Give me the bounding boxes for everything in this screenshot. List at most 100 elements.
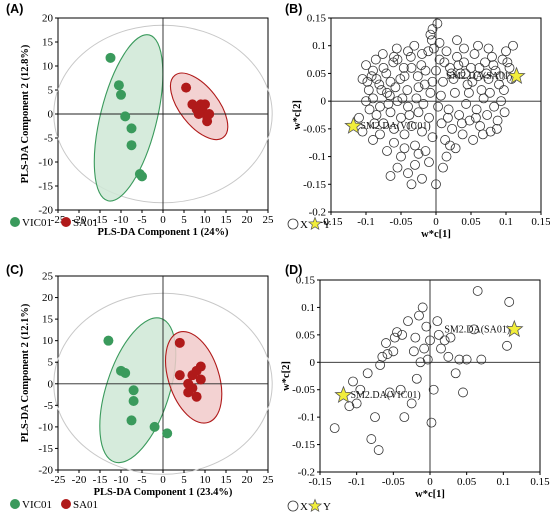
x-tick-label: -0.05 [390,216,413,228]
loading-point-x [418,99,429,109]
loading-point-x [406,179,417,190]
loading-point-x [431,65,441,76]
loading-point-x [361,60,371,71]
loading-point-x [482,110,493,120]
loading-point-x [473,40,483,51]
loading-point-x [462,79,473,90]
loading-point-x [443,351,454,362]
loading-point-x [411,373,422,384]
legend-label-sa01: SA01 [73,499,98,511]
y-tick-label: 25 [42,271,54,283]
legend-marker-y [307,216,323,231]
loading-point-x [417,302,428,313]
x-tick-label: 0.05 [457,476,477,488]
y-tick-label: 10 [42,335,54,347]
x-tick-label: -20 [72,214,87,226]
loading-point-x [461,354,472,365]
y-tick-label: -10 [38,421,53,433]
loading-point-x [369,118,380,129]
loading-point-x [410,332,421,343]
loading-point-x [501,46,511,57]
panel-d-loading-plot: (D) -0.15 -0.1 -0.05 0 0.05 0.1 0.15 0.15 0.1 0.05… [281,263,550,513]
x-tick-label: 0 [160,214,166,226]
loading-point-x [491,123,502,134]
loading-point-x [469,324,479,335]
loading-point-x [466,62,476,73]
loading-point-x [460,68,471,79]
y-tick-label: 20 [42,13,54,25]
x-tick-label: 5 [181,214,187,226]
loading-point-x [426,417,437,428]
loading-point-x [375,129,385,140]
legend-marker-x [287,218,299,230]
annotation-sm2-da-sa01-: SM2.DA(SA01) [447,71,513,82]
loading-point-x [329,423,340,434]
y-tick-label: 0.1 [301,302,315,314]
loading-point-x [357,74,368,84]
y-axis-label: PLS-DA Component 2 (12.8%) [20,44,31,183]
x-tick-label: 0.15 [530,476,550,488]
loading-point-x [420,65,431,76]
x-axis-label: PLS-DA Component 1 (23.4%) [94,487,233,498]
loading-point-x [441,46,452,57]
loading-point-x [452,35,462,46]
loading-point-x [445,140,455,151]
loading-point-x [498,85,509,95]
loading-point-x [508,40,518,51]
loading-point-x [377,49,388,59]
y-tick-label: 0 [310,357,316,369]
loading-point-x [435,90,446,101]
legend-marker-sa01 [61,499,71,509]
y-tick-label: -10 [38,157,53,169]
loading-point-x [494,79,504,90]
loading-point-x [413,107,424,118]
loading-point-x [412,71,423,82]
loading-point-x [402,85,413,95]
loading-point-x [470,112,481,123]
data-point-sa01 [191,391,202,402]
loading-point-x [472,286,483,296]
annotation-sm2-da-sa01-: SM2.DA(SA01) [444,324,510,335]
loading-point-x [395,384,406,395]
loading-point-x [504,297,515,307]
loading-point-x [440,135,451,145]
loading-point-x [382,87,392,98]
loading-point-x [432,316,443,327]
x-tick-label: 25 [263,474,275,486]
loading-point-x [487,51,497,62]
loading-point-x [348,376,358,387]
loading-point-x [447,123,458,134]
loading-point-x [389,123,399,134]
loading-point-x [433,329,444,340]
data-point-vic01 [137,171,147,182]
loading-point-x [431,179,441,190]
loading-point-x [474,62,485,73]
loading-point-x [434,38,445,48]
loading-point-x [450,368,461,379]
loading-point-x [436,118,447,129]
data-point-vic01 [120,368,131,378]
loading-point-x [422,354,433,365]
x-axis-label: PLS-DA Component 1 (24%) [98,227,229,238]
loading-point-x [441,151,452,162]
legend-marker-vic01 [10,499,20,509]
loading-point-x [425,335,435,346]
y-tick-label: -20 [38,465,53,477]
loading-point-x [458,387,468,398]
loading-point-x [378,62,389,73]
x-tick-label: 10 [200,214,212,226]
data-point-vic01 [105,52,116,63]
loading-point-x [381,338,391,348]
loading-point-x [438,162,448,173]
loading-point-x [492,115,503,126]
loading-point-x [495,71,506,82]
panel-label: (C) [6,263,23,277]
loading-point-x [436,343,446,354]
loading-point-x [476,354,487,365]
data-point-sa01 [195,361,206,372]
loading-point-x [403,316,413,327]
loading-point-x [445,332,456,343]
loading-point-x [370,54,381,65]
y-tick-label: -0.15 [303,179,326,191]
data-point-vic01 [113,80,124,91]
